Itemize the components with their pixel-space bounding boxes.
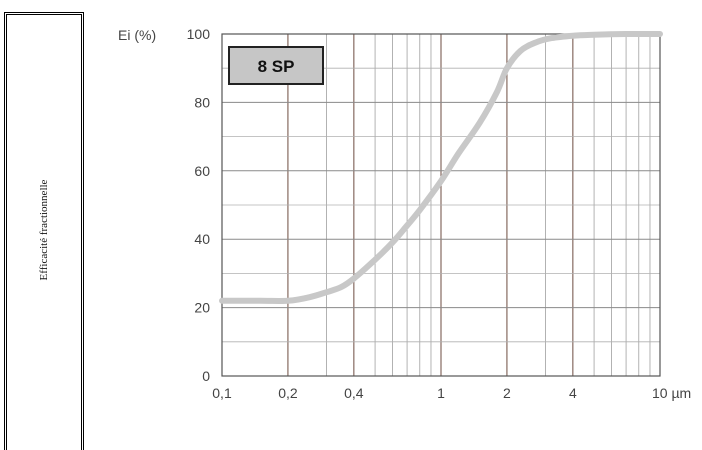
grid xyxy=(222,34,660,376)
y-tick-label: 60 xyxy=(194,163,210,179)
series-layer xyxy=(219,30,663,305)
y-axis-label: Ei (%) xyxy=(118,27,156,43)
x-tick-label: 0,4 xyxy=(344,385,364,401)
y-tick-label: 0 xyxy=(202,368,210,384)
y-tick-label: 80 xyxy=(194,94,210,110)
x-tick-labels: 0,1 0,2 0,4 1 2 4 10 µm xyxy=(212,385,691,401)
x-tick-label: 4 xyxy=(569,385,577,401)
badge-label: 8 SP xyxy=(258,57,295,76)
y-tick-label: 100 xyxy=(187,26,211,42)
plot-frame xyxy=(221,33,661,377)
x-tick-label: 0,2 xyxy=(278,385,298,401)
x-tick-label: 2 xyxy=(503,385,511,401)
x-tick-label: 1 xyxy=(437,385,445,401)
y-tick-label: 20 xyxy=(194,300,210,316)
badge-box xyxy=(228,46,324,85)
y-tick-label: 40 xyxy=(194,231,210,247)
side-frame xyxy=(4,12,84,450)
x-tick-label: 10 µm xyxy=(652,385,691,401)
efficiency-curve xyxy=(219,30,663,305)
y-tick-labels: 0 20 40 60 80 100 xyxy=(187,26,211,384)
x-tick-label: 0,1 xyxy=(212,385,232,401)
